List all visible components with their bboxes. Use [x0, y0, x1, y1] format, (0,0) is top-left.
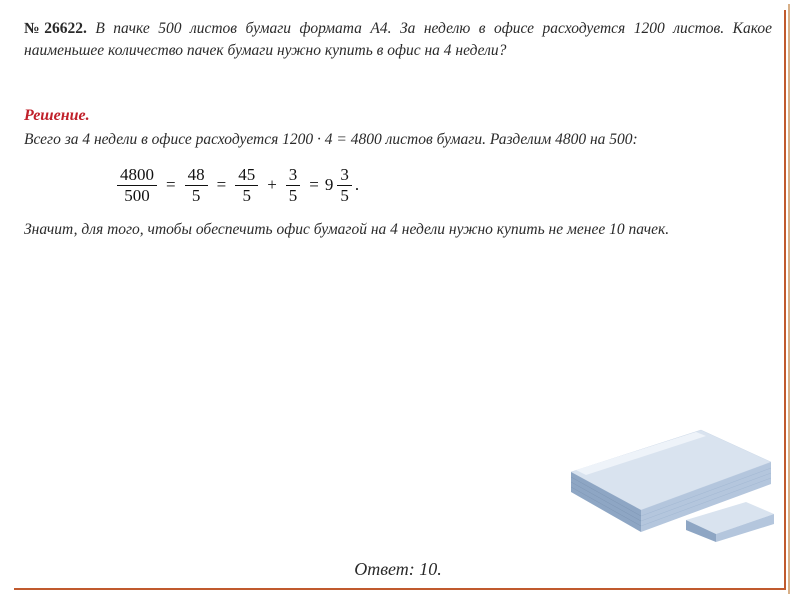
slide-content: №26622. В пачке 500 листов бумаги формат… [24, 18, 772, 582]
solution-line-1: Всего за 4 недели в офисе расходуется 12… [24, 129, 772, 151]
mixed-number: 9 3 5 [325, 165, 355, 205]
equals-1: = [166, 175, 176, 195]
fraction-4: 3 5 [286, 165, 301, 205]
problem-text: В пачке 500 листов бумаги формата А4. За… [24, 20, 772, 59]
solution-title: Решение. [24, 107, 772, 125]
equals-3: = [309, 175, 319, 195]
equation: 4800 500 = 48 5 = 45 5 + 3 5 = 9 3 5 . [114, 165, 772, 205]
problem-statement: №26622. В пачке 500 листов бумаги формат… [24, 18, 772, 63]
answer: Ответ: 10. [24, 559, 772, 580]
solution-line-2: Значит, для того, чтобы обеспечить офис … [24, 218, 772, 241]
fraction-1: 4800 500 [117, 165, 157, 205]
equals-2: = [217, 175, 227, 195]
fraction-2: 48 5 [185, 165, 208, 205]
plus: + [267, 175, 277, 195]
fraction-3: 45 5 [235, 165, 258, 205]
trailing-dot: . [355, 175, 359, 195]
paper-ream-illustration [546, 392, 776, 542]
problem-number: №26622. [24, 20, 87, 37]
